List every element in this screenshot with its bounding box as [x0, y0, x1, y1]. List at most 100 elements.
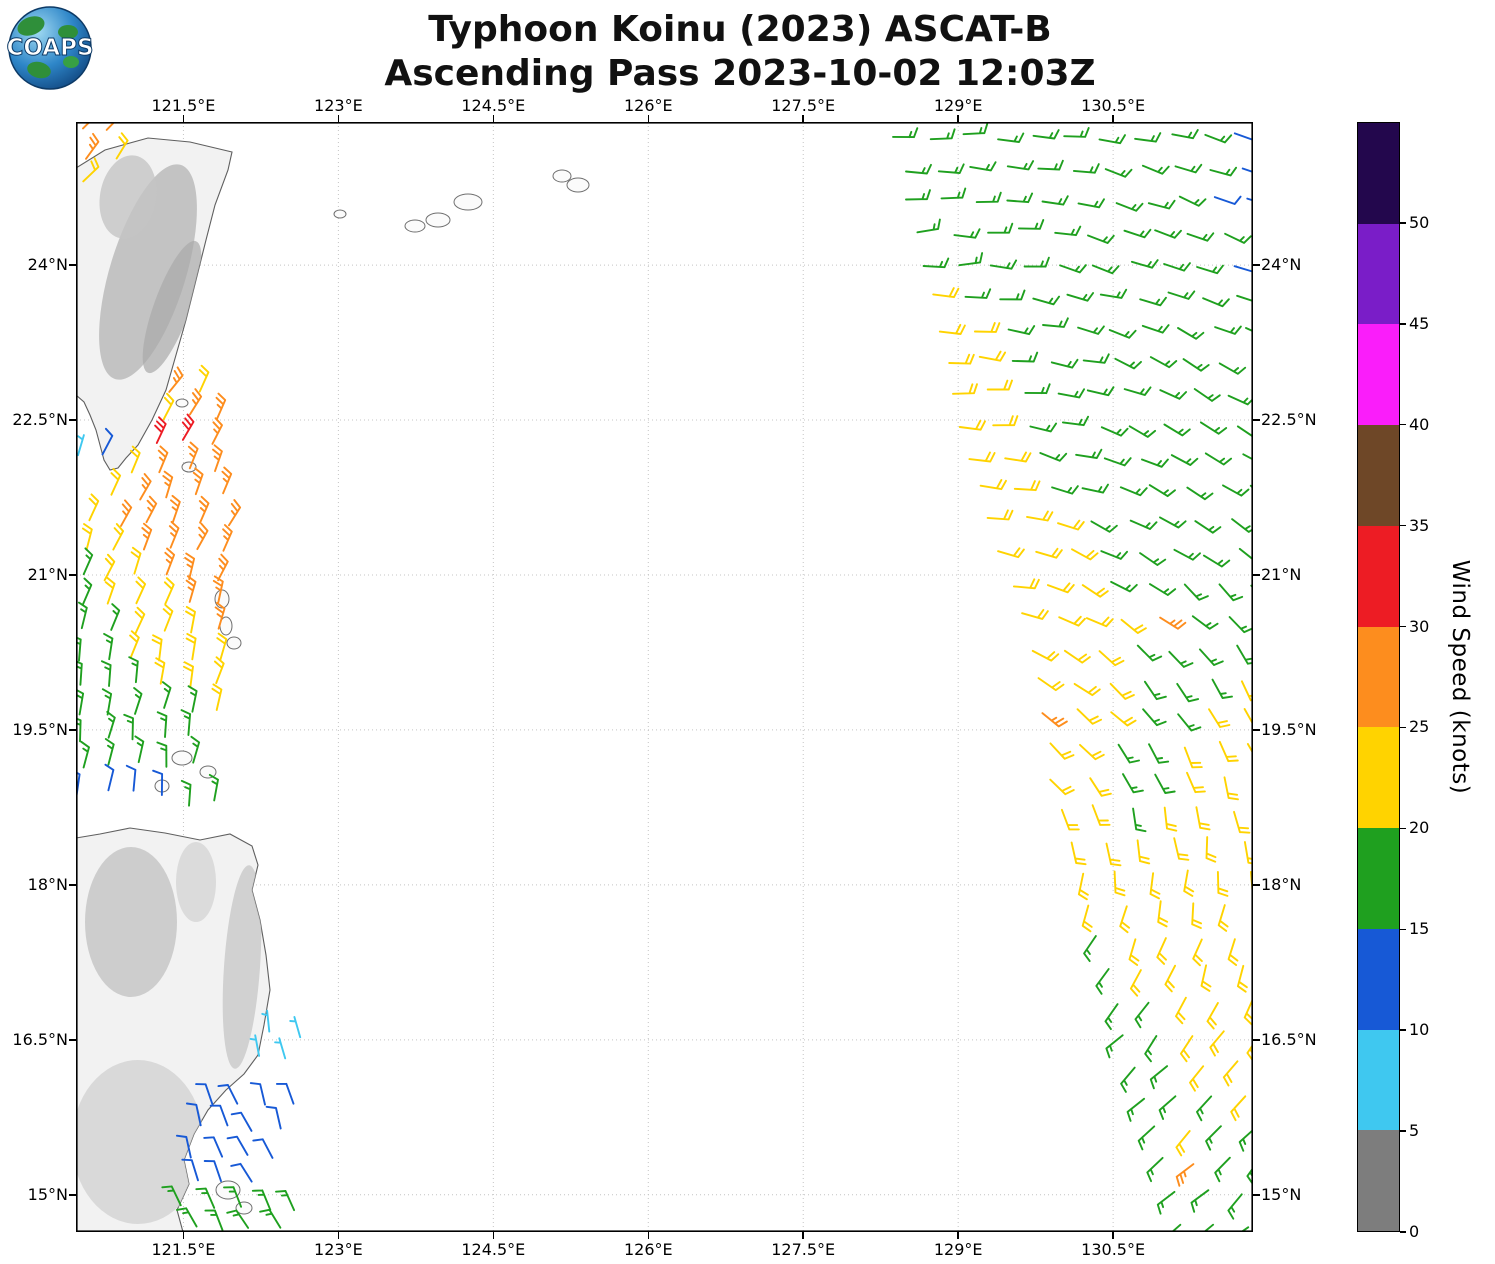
wind-barb — [1175, 1130, 1191, 1157]
lon-tick-label-top: 127.5°E — [771, 96, 836, 115]
island — [566, 177, 590, 193]
wind-barb — [1170, 454, 1199, 466]
wind-barb — [1223, 776, 1239, 801]
wind-barb — [1213, 195, 1242, 205]
wind-barb — [1050, 358, 1079, 369]
wind-barb — [989, 259, 1018, 270]
wind-barb — [249, 1034, 261, 1057]
colorbar-tick-label: 5 — [1409, 1121, 1420, 1141]
wind-barb — [154, 416, 167, 444]
wind-barb — [187, 441, 199, 470]
wind-barb — [1114, 357, 1142, 370]
wind-barb — [198, 364, 210, 393]
axis-tick — [1253, 884, 1260, 886]
wind-barb — [185, 575, 197, 603]
axis-tick — [69, 419, 76, 421]
wind-barb — [168, 520, 180, 549]
wind-barb — [104, 738, 115, 766]
axis-tick — [337, 115, 340, 122]
wind-barb — [1035, 547, 1063, 559]
axis-tick — [1253, 729, 1260, 731]
wind-barb — [922, 257, 950, 269]
wind-barb — [211, 683, 223, 711]
wind-barb — [1173, 548, 1201, 561]
wind-barb — [1105, 1034, 1124, 1059]
wind-barb — [1129, 969, 1142, 997]
wind-barb — [1246, 743, 1253, 755]
wind-barb — [135, 576, 147, 605]
lat-tick-label-right: 24°N — [1261, 255, 1302, 275]
wind-barb — [1177, 327, 1205, 340]
wind-barb — [1227, 394, 1253, 406]
terrain-blob — [222, 865, 262, 1069]
wind-barb — [1238, 1128, 1253, 1152]
wind-barb — [139, 473, 152, 501]
colorbar-tick — [1400, 827, 1406, 830]
wind-barb — [1081, 483, 1109, 494]
wind-barb — [1202, 554, 1231, 568]
wind-barb — [1149, 872, 1161, 900]
wind-barb — [905, 189, 931, 201]
wind-barb — [1091, 804, 1111, 826]
wind-barb — [1236, 964, 1248, 993]
wind-barb — [1089, 777, 1112, 797]
lon-tick-label-bottom: 127.5°E — [771, 1240, 836, 1259]
wind-barb — [1222, 484, 1250, 497]
wind-barb — [185, 605, 196, 634]
wind-barb — [1137, 1125, 1156, 1151]
wind-barb — [1208, 708, 1231, 728]
wind-barb — [1098, 134, 1126, 145]
wind-barb — [1156, 937, 1167, 965]
colorbar-tick-label: 10 — [1409, 1020, 1430, 1040]
wind-barb — [1109, 682, 1135, 700]
wind-barb — [1227, 938, 1239, 966]
wind-barb — [1204, 133, 1233, 144]
wind-barb — [1246, 197, 1253, 202]
wind-barb — [120, 499, 133, 527]
wind-barb — [1126, 1097, 1146, 1122]
colorbar-tick-label: 40 — [1409, 414, 1430, 434]
wind-barb — [1168, 650, 1194, 668]
colorbar-tick — [1400, 323, 1406, 325]
wind-barb — [1175, 996, 1187, 1025]
colorbar-segment — [1358, 425, 1399, 526]
terrain-blob — [142, 240, 202, 374]
wind-barb — [1182, 358, 1210, 372]
wind-barb — [110, 467, 122, 496]
lat-tick-label-left: 15°N — [27, 1184, 68, 1204]
axis-tick — [647, 115, 650, 122]
wind-barb — [1142, 708, 1167, 727]
wind-barb — [1245, 327, 1253, 333]
wind-barb — [100, 660, 112, 687]
wind-barb — [213, 656, 225, 685]
wind-barb — [1240, 680, 1253, 702]
wind-barb — [1037, 677, 1065, 692]
wind-barb — [948, 353, 975, 365]
wind-barb — [1154, 229, 1182, 239]
wind-barb — [1178, 195, 1207, 207]
wind-barb — [1230, 1095, 1247, 1122]
wind-barb — [1192, 938, 1203, 967]
wind-barb — [1200, 964, 1212, 992]
wind-barb — [123, 713, 134, 741]
terrain-blob — [76, 1060, 204, 1224]
wind-barb — [82, 547, 94, 576]
wind-barb — [968, 451, 996, 463]
wind-barb — [1075, 448, 1103, 459]
wind-barb — [181, 1158, 199, 1182]
wind-barb — [1194, 520, 1222, 534]
wind-barb — [1214, 1156, 1231, 1183]
wind-barb — [1013, 480, 1041, 492]
wind-barb — [1199, 421, 1228, 435]
colorbar-tick-label: 35 — [1409, 515, 1430, 535]
wind-barb — [1143, 680, 1167, 701]
wind-barb — [1119, 486, 1148, 497]
wind-barb — [1134, 1001, 1150, 1029]
wind-barb — [209, 1104, 229, 1127]
wind-barb — [1186, 771, 1206, 794]
wind-barb — [1004, 451, 1032, 463]
axis-tick — [1112, 1232, 1114, 1239]
wind-barb — [1156, 1190, 1176, 1215]
terrain-blob — [99, 155, 157, 239]
